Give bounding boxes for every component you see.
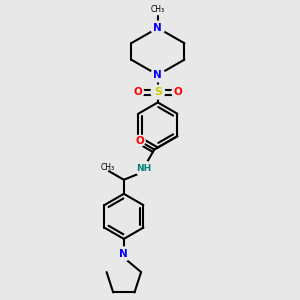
Circle shape bbox=[151, 21, 165, 35]
Text: S: S bbox=[154, 87, 162, 97]
Circle shape bbox=[151, 68, 165, 82]
Text: N: N bbox=[153, 23, 162, 33]
Circle shape bbox=[172, 86, 184, 98]
Text: NH: NH bbox=[136, 164, 151, 173]
Text: CH₃: CH₃ bbox=[151, 5, 165, 14]
Circle shape bbox=[134, 135, 145, 147]
Text: O: O bbox=[133, 87, 142, 97]
Circle shape bbox=[136, 161, 151, 176]
Text: O: O bbox=[174, 87, 182, 97]
Text: N: N bbox=[119, 249, 128, 259]
Circle shape bbox=[131, 86, 144, 98]
Circle shape bbox=[151, 85, 165, 99]
Circle shape bbox=[117, 247, 131, 261]
Text: N: N bbox=[153, 70, 162, 80]
Text: CH₃: CH₃ bbox=[100, 163, 114, 172]
Text: O: O bbox=[135, 136, 144, 146]
